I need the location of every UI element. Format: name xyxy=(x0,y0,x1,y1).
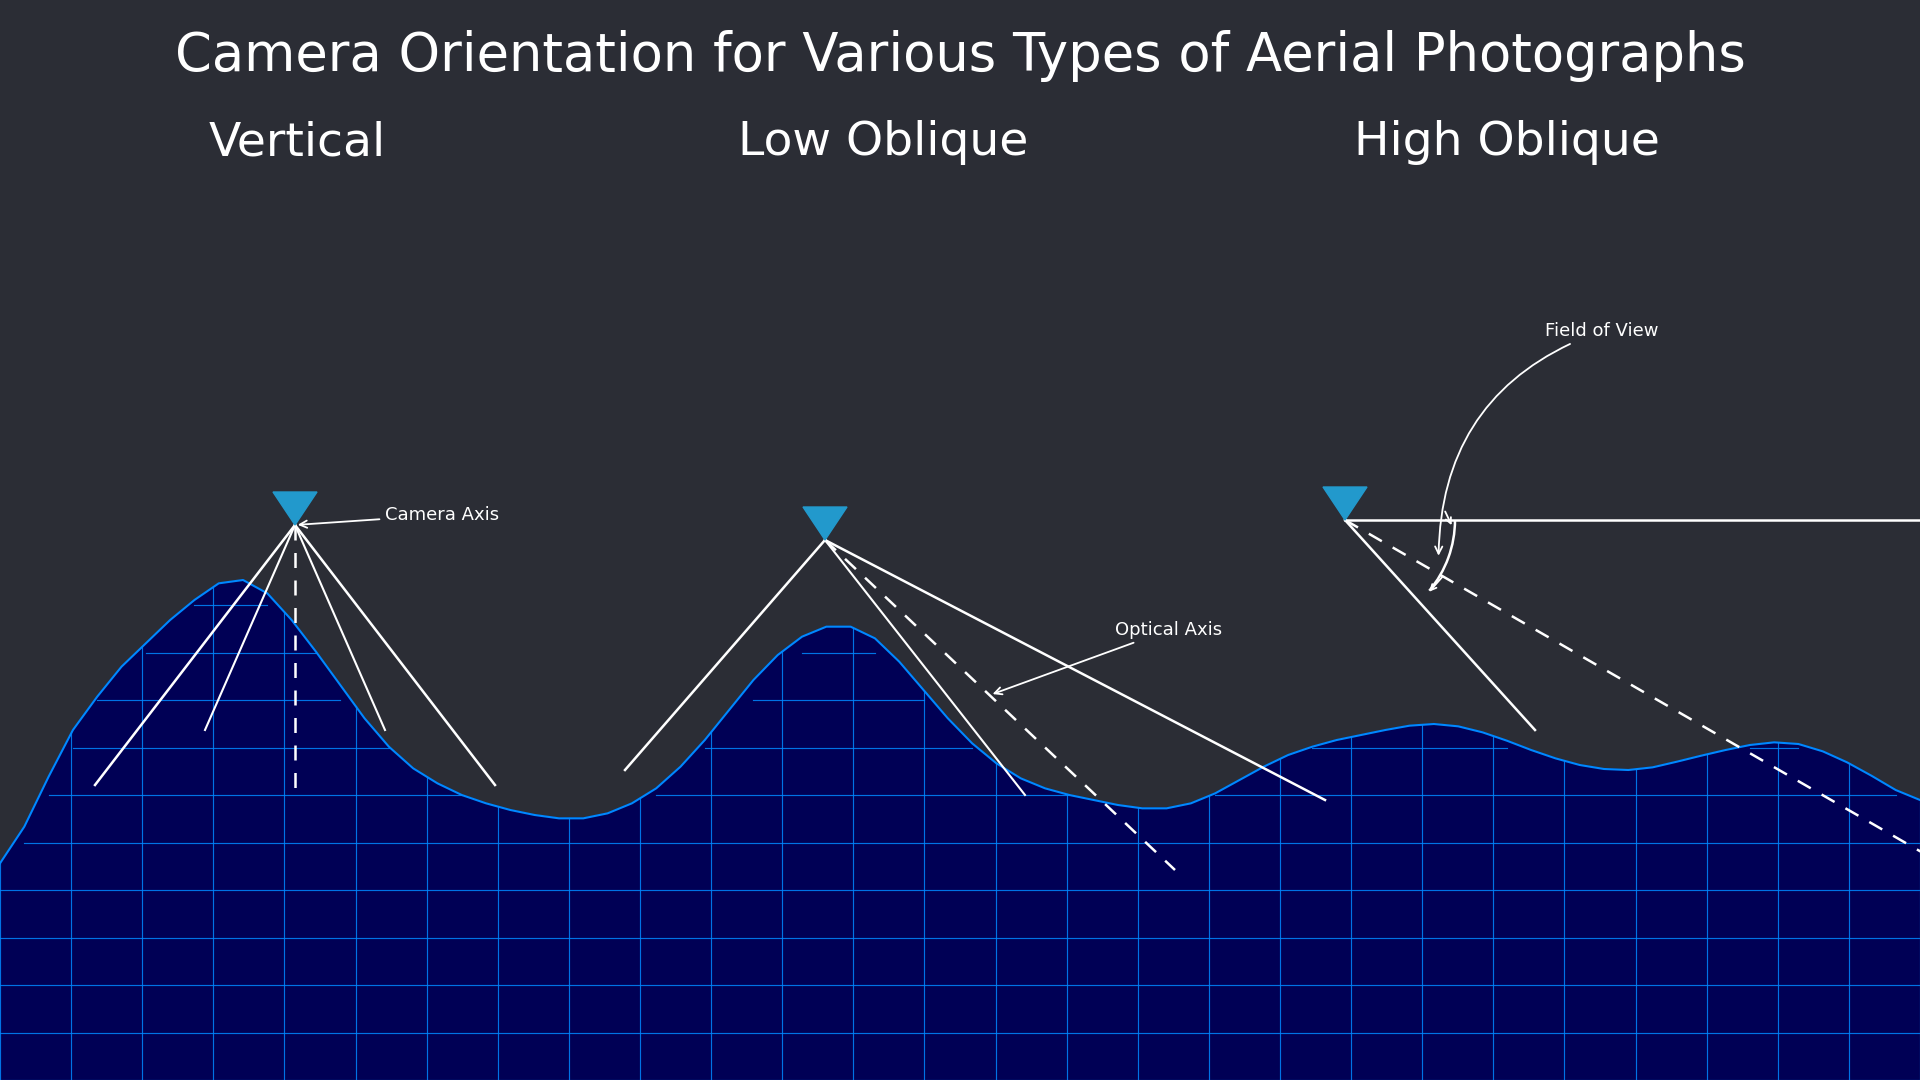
Text: Low Oblique: Low Oblique xyxy=(737,120,1029,165)
Polygon shape xyxy=(803,507,847,540)
Text: High Oblique: High Oblique xyxy=(1354,120,1661,165)
Text: Vertical: Vertical xyxy=(209,120,386,165)
Text: Camera Orientation for Various Types of Aerial Photographs: Camera Orientation for Various Types of … xyxy=(175,30,1745,82)
Text: Camera Axis: Camera Axis xyxy=(300,507,499,528)
Text: Field of View: Field of View xyxy=(1434,322,1659,554)
Polygon shape xyxy=(273,492,317,525)
Polygon shape xyxy=(1323,487,1367,519)
Text: Optical Axis: Optical Axis xyxy=(995,621,1223,694)
